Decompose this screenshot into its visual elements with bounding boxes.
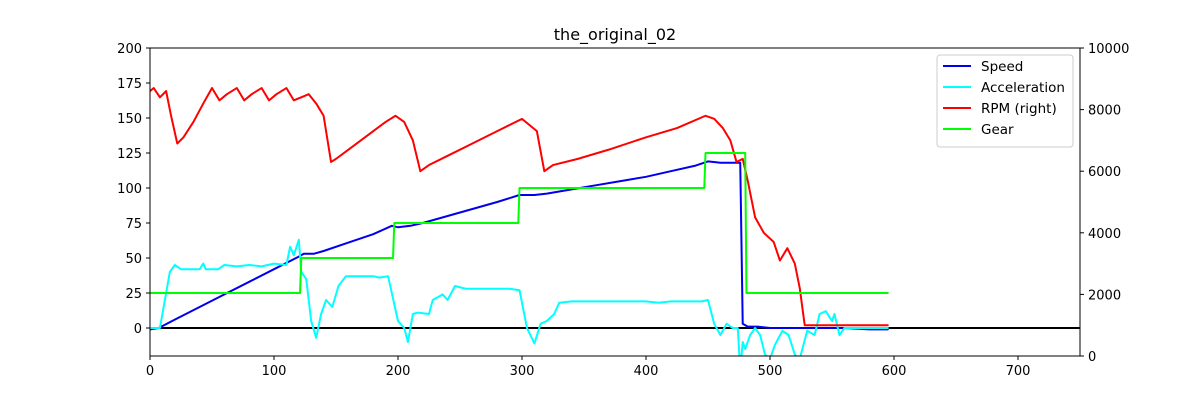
series-line-acceleration	[150, 238, 889, 356]
y-tick-label: 50	[125, 252, 142, 267]
x-tick-label: 500	[758, 364, 783, 379]
y-tick-label: 200	[117, 42, 142, 57]
y2-tick-label: 8000	[1088, 104, 1121, 119]
legend-label: RPM (right)	[981, 101, 1057, 117]
x-tick-label: 600	[882, 364, 907, 379]
y-tick-label: 75	[125, 217, 142, 232]
legend: Speed Acceleration RPM (right) Gear	[936, 54, 1074, 148]
chart-title: the_original_02	[554, 25, 676, 45]
series-line-speed	[150, 160, 889, 331]
y-tick-label: 125	[117, 147, 142, 162]
y2-tick-label: 2000	[1088, 288, 1121, 303]
series-line-rpm-right	[150, 87, 889, 327]
legend-label: Speed	[981, 59, 1023, 75]
x-tick-label: 100	[262, 364, 287, 379]
series-line-gear	[150, 152, 889, 294]
x-tick-label: 300	[510, 364, 535, 379]
plot-frame	[149, 47, 1081, 357]
legend-label: Gear	[981, 122, 1014, 138]
x-tick-label: 700	[1006, 364, 1031, 379]
y-tick-label: 100	[117, 182, 142, 197]
legend-label: Acceleration	[981, 80, 1065, 96]
y-tick-label: 175	[117, 77, 142, 92]
axes-layer: 0 100 200 300 400 500 600 700 0 25 50 75 100 125 150 17…	[117, 42, 1129, 379]
x-tick-label: 0	[146, 364, 154, 379]
y-tick-label: 25	[125, 287, 142, 302]
y2-tick-label: 10000	[1088, 42, 1129, 57]
y2-tick-label: 6000	[1088, 165, 1121, 180]
y-tick-label: 0	[134, 322, 142, 337]
legend-box	[936, 54, 1074, 148]
x-tick-label: 200	[386, 364, 411, 379]
y2-tick-label: 0	[1088, 350, 1096, 365]
y2-tick-label: 4000	[1088, 227, 1121, 242]
series-layer	[150, 87, 1080, 356]
y-tick-label: 150	[117, 112, 142, 127]
x-tick-label: 400	[634, 364, 659, 379]
